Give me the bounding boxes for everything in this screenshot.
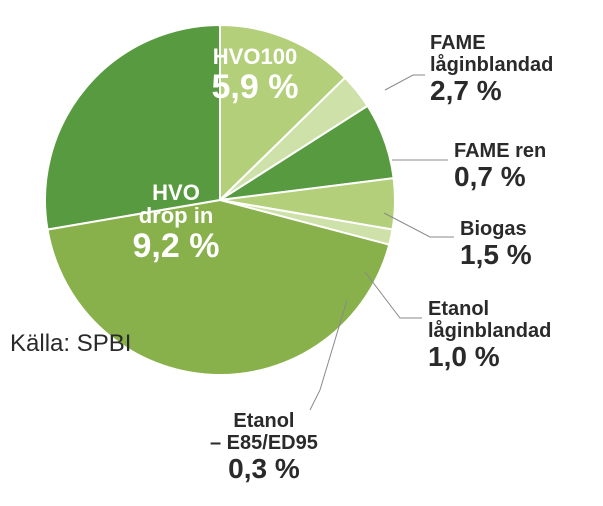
slice-label-name-etanol_e85: Etanol– E85/ED95: [210, 410, 318, 454]
slice-label-pct-etanol_e85: 0,3 %: [210, 454, 318, 485]
slice-label-pct-fame_ren: 0,7 %: [454, 162, 546, 193]
slice-label-pct-etanol_laginblandad: 1,0 %: [428, 342, 551, 373]
slice-label-fame_laginblandad: FAMElåginblandad2,7 %: [430, 32, 553, 107]
slice-label-biogas: Biogas1,5 %: [460, 218, 532, 271]
slice-label-name-fame_laginblandad: FAMElåginblandad: [430, 32, 553, 76]
slice-label-name-fame_ren: FAME ren: [454, 140, 546, 162]
slice-label-name-biogas: Biogas: [460, 218, 532, 240]
slice-label-hvo100: HVO1005,9 %: [212, 44, 299, 106]
slice-label-etanol_e85: Etanol– E85/ED950,3 %: [210, 410, 318, 485]
slice-label-name-etanol_laginblandad: Etanollåginblandad: [428, 298, 551, 342]
slice-label-pct-biogas: 1,5 %: [460, 240, 532, 271]
slice-label-etanol_laginblandad: Etanollåginblandad1,0 %: [428, 298, 551, 373]
slice-label-pct-fame_laginblandad: 2,7 %: [430, 76, 553, 107]
slice-label-fame_ren: FAME ren0,7 %: [454, 140, 546, 193]
source-label: Källa: SPBI: [10, 330, 131, 358]
pie-chart-stage: HVOdrop in9,2 %HVO1005,9 % FAMElåginblan…: [0, 0, 603, 506]
leader-line-fame_laginblandad: [385, 75, 425, 90]
